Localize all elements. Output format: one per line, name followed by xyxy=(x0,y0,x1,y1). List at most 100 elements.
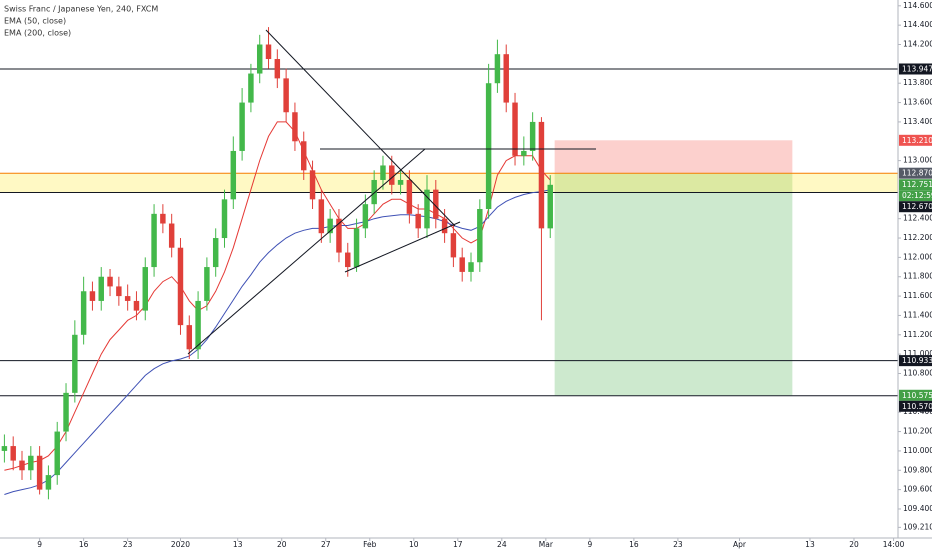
price-badge xyxy=(899,63,932,75)
candle-body xyxy=(512,102,518,156)
candle-body xyxy=(433,189,439,219)
candle-body xyxy=(186,325,193,350)
price-badge xyxy=(899,389,932,401)
candle-body xyxy=(124,296,131,301)
price-badge-label: 112.751 xyxy=(902,180,932,189)
candle-body xyxy=(168,223,175,248)
trend-line xyxy=(187,148,426,355)
y-tick-label: 113.600 xyxy=(903,98,932,107)
legend-entry: EMA (200, close) xyxy=(4,29,71,38)
candle-body xyxy=(389,165,395,185)
price-badge xyxy=(899,400,932,412)
x-tick-label: Mar xyxy=(539,540,554,549)
plot-layer xyxy=(1,27,553,500)
candle-body xyxy=(538,121,545,229)
candle-body xyxy=(80,291,87,335)
candle-body xyxy=(177,247,184,326)
candle-body xyxy=(459,257,465,272)
candle-body xyxy=(230,150,237,200)
candle-body xyxy=(72,334,78,393)
price-badge xyxy=(899,201,932,213)
candle-body xyxy=(503,54,509,103)
candle-body xyxy=(327,218,333,234)
y-tick-label: 109.600 xyxy=(903,485,932,494)
chart-title: Swiss Franc / Japanese Yen, 240, FXCM xyxy=(4,5,158,14)
candle-body xyxy=(318,199,325,234)
price-badge-label: 110.575 xyxy=(902,391,932,400)
candle-body xyxy=(28,455,34,471)
candle-body xyxy=(362,204,369,229)
candle-body xyxy=(485,83,492,210)
y-tick-label: 111.000 xyxy=(903,349,932,358)
y-tick-label: 112.000 xyxy=(903,252,932,261)
y-tick-label: 114.200 xyxy=(903,40,932,49)
candle-body xyxy=(212,238,219,268)
countdown-badge xyxy=(899,190,932,202)
y-tick-label: 114.600 xyxy=(903,1,932,10)
candle-body xyxy=(353,228,360,268)
candle-body xyxy=(142,267,148,311)
stop-zone xyxy=(554,140,793,174)
y-tick-label: 110.200 xyxy=(903,427,932,436)
y-tick-label: 114.400 xyxy=(903,20,932,29)
price-badge xyxy=(899,167,932,179)
background-layer xyxy=(0,68,898,397)
x-tick-label: 9 xyxy=(37,540,42,549)
trend-line xyxy=(344,221,461,273)
candle-body xyxy=(301,141,307,171)
candle-body xyxy=(336,218,342,253)
zone-band xyxy=(0,173,898,193)
x-tick-label: 20 xyxy=(849,540,859,549)
price-badge-label: 112.670 xyxy=(902,202,932,211)
candle-body xyxy=(1,446,8,451)
x-tick-label: 24 xyxy=(497,540,507,549)
candle-body xyxy=(151,213,157,268)
candle-body xyxy=(160,213,166,224)
y-tick-label: 110.000 xyxy=(903,446,932,455)
candle-body xyxy=(371,179,377,205)
x-tick-label: Apr xyxy=(733,540,747,549)
x-tick-label: 13 xyxy=(805,540,815,549)
candle-body xyxy=(239,102,245,151)
x-tick-label: 23 xyxy=(673,540,683,549)
candle-body xyxy=(283,78,289,113)
x-tick-label: 17 xyxy=(453,540,463,549)
candle-body xyxy=(345,252,351,268)
y-tick-label: 113.000 xyxy=(903,156,932,165)
candle-body xyxy=(477,209,483,263)
y-tick-label: 113.800 xyxy=(903,78,932,87)
price-badges: 113.947 113.210 112.870 112.751 02:12:59 112.… xyxy=(899,63,932,412)
candle-body xyxy=(468,262,474,272)
candle-body xyxy=(450,233,457,258)
x-tick-label: 16 xyxy=(629,540,639,549)
y-tick-label: 111.200 xyxy=(903,330,932,339)
y-tick-label: 110.800 xyxy=(903,369,932,378)
candle-body xyxy=(494,54,501,84)
candle-body xyxy=(89,291,96,301)
x-tick-label: Feb xyxy=(363,540,377,549)
x-tick-label: 14:00 xyxy=(883,540,905,549)
candle-body xyxy=(116,286,122,297)
countdown-label: 02:12:59 xyxy=(902,191,932,200)
candle-body xyxy=(529,121,536,151)
y-tick-label: 109.800 xyxy=(903,465,932,474)
candle-body xyxy=(54,431,60,476)
candle-body xyxy=(195,300,201,350)
y-tick-label: 111.400 xyxy=(903,310,932,319)
trend-line xyxy=(265,29,456,227)
candle-body xyxy=(204,267,210,301)
y-tick-label: 111.800 xyxy=(903,272,932,281)
candle-body xyxy=(406,179,413,214)
ema-line xyxy=(4,121,551,471)
target-zone xyxy=(554,173,793,396)
y-tick-label: 113.400 xyxy=(903,117,932,126)
candle-body xyxy=(36,455,43,490)
candle-body xyxy=(424,189,430,229)
candle-body xyxy=(521,150,527,156)
candle-body xyxy=(63,392,69,432)
price-badge-label: 112.870 xyxy=(902,169,932,178)
x-tick-label: 10 xyxy=(409,540,419,549)
